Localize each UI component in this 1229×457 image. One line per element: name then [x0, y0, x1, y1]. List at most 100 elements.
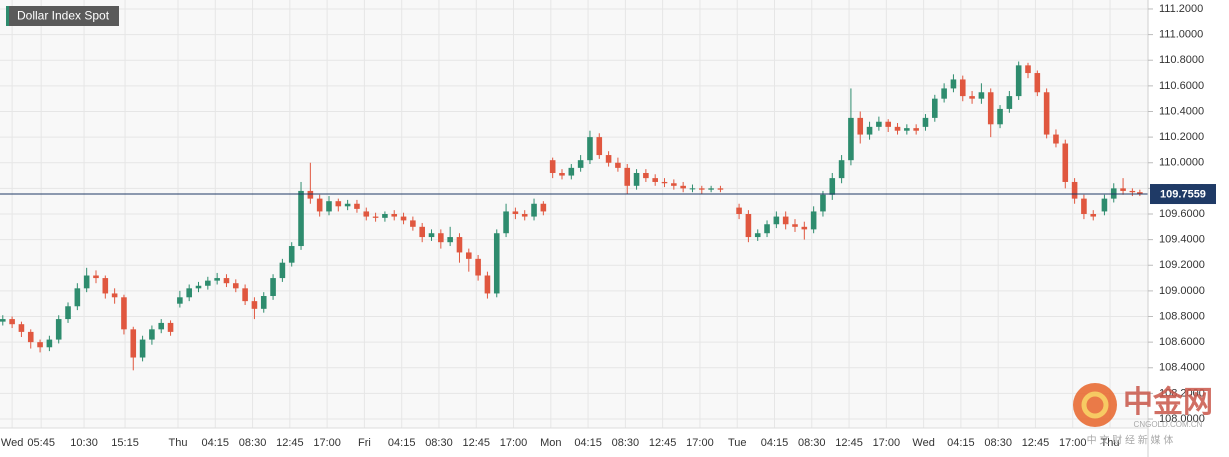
candle-body — [232, 283, 239, 289]
x-tick-label: 17:00 — [313, 437, 341, 449]
y-tick-label: 109.0000 — [1159, 285, 1205, 297]
x-tick-label: 08:30 — [239, 437, 267, 449]
candle-body — [307, 190, 314, 199]
candle-body — [969, 96, 975, 99]
candle-body — [372, 216, 379, 218]
candle-body — [764, 224, 770, 234]
x-tick-label: 17:00 — [873, 437, 901, 449]
candle-body — [932, 98, 938, 118]
candle-body — [866, 126, 873, 135]
x-tick-label: 08:30 — [612, 437, 640, 449]
candle-body — [810, 211, 817, 230]
x-tick-label: 04:15 — [202, 437, 230, 449]
x-tick-label: 04:15 — [761, 437, 789, 449]
candle-body — [279, 262, 286, 279]
x-tick-label: 04:15 — [388, 437, 416, 449]
candle-body — [139, 339, 146, 358]
candle-body — [195, 285, 202, 289]
candle-body — [1015, 65, 1022, 97]
candle-body — [410, 220, 416, 227]
y-tick-label: 111.0000 — [1159, 29, 1203, 41]
watermark-site: CNGOLD.COM.CN — [1134, 420, 1203, 429]
x-tick-label: 05:45 — [27, 437, 55, 449]
y-tick-label: 109.6000 — [1159, 208, 1205, 220]
candle-body — [335, 201, 342, 207]
candle-body — [876, 121, 882, 127]
candle-body — [801, 226, 808, 230]
candle-body — [400, 216, 407, 221]
candle-body — [260, 296, 267, 309]
candle-body — [205, 280, 211, 286]
candle-body — [83, 275, 90, 289]
candle-body — [447, 237, 453, 243]
x-tick-label: Wed — [1, 437, 23, 449]
candle-body — [9, 319, 15, 325]
x-tick-label: 12:45 — [649, 437, 677, 449]
candle-body — [419, 226, 425, 238]
candle-body — [1006, 96, 1013, 109]
candle-body — [37, 342, 43, 348]
candle-body — [18, 324, 25, 332]
candle-body — [1034, 73, 1041, 93]
x-tick-label: 12:45 — [276, 437, 304, 449]
candle-body — [0, 319, 6, 322]
candle-body — [130, 329, 137, 358]
watermark: 中金网 CNGOLD.COM.CN 中 文 财 经 新 媒 体 — [1073, 383, 1213, 447]
y-tick-label: 110.4000 — [1159, 105, 1204, 117]
candle-body — [93, 275, 99, 279]
candle-body — [475, 258, 481, 276]
candle-body — [1110, 188, 1117, 199]
candle-body — [605, 155, 612, 163]
candle-body — [65, 306, 71, 320]
x-tick-label: 12:45 — [462, 437, 490, 449]
candle-body — [354, 203, 360, 209]
y-tick-label: 108.4000 — [1159, 362, 1205, 374]
candle-body — [540, 203, 547, 212]
candle-body — [699, 188, 705, 190]
candle-body — [894, 126, 901, 131]
candle-body — [838, 160, 845, 179]
candle-body — [121, 297, 127, 330]
title-accent — [6, 6, 9, 26]
candle-body — [792, 224, 798, 227]
candle-body — [55, 319, 62, 340]
candle-body — [251, 301, 258, 309]
candle-body — [503, 211, 509, 234]
candle-body — [512, 211, 519, 214]
candle-body — [382, 214, 388, 218]
candle-body — [997, 108, 1003, 125]
grid — [0, 0, 1148, 428]
x-tick-label: Mon — [540, 437, 561, 449]
y-tick-label: 108.0000 — [1159, 413, 1205, 425]
candle-body — [671, 183, 677, 186]
candle-body — [577, 160, 584, 168]
candle-body — [549, 160, 556, 173]
candle-body — [689, 188, 696, 190]
candle-body — [1071, 181, 1078, 199]
y-tick-label: 110.6000 — [1159, 80, 1204, 92]
candle-body — [111, 293, 118, 298]
candle-body — [493, 233, 500, 294]
candle-body — [149, 329, 155, 340]
candle-body — [298, 190, 304, 247]
candle-body — [1101, 198, 1108, 212]
x-tick-label: 04:15 — [947, 437, 975, 449]
candle-body — [223, 278, 230, 284]
candle-body — [568, 167, 575, 176]
y-tick-label: 108.8000 — [1159, 310, 1205, 322]
candle-body — [848, 117, 854, 161]
x-tick-label: 17:00 — [500, 437, 528, 449]
last-price-label: 109.7559 — [1160, 188, 1206, 200]
candle-body — [1043, 92, 1050, 135]
candle-body — [158, 322, 165, 330]
candle-body — [1053, 134, 1059, 144]
candle-body — [922, 117, 929, 127]
axis-labels: 108.0000 108.2000 108.4000 108.6000 108.8000… — [1, 3, 1216, 449]
candle-body — [1137, 192, 1143, 195]
chart-title: Dollar Index Spot — [17, 9, 110, 23]
candle-body — [913, 128, 919, 131]
x-tick-label: 15:15 — [111, 437, 139, 449]
candle-body — [950, 79, 957, 89]
candle-body — [186, 288, 192, 298]
candle-body — [1062, 143, 1069, 182]
